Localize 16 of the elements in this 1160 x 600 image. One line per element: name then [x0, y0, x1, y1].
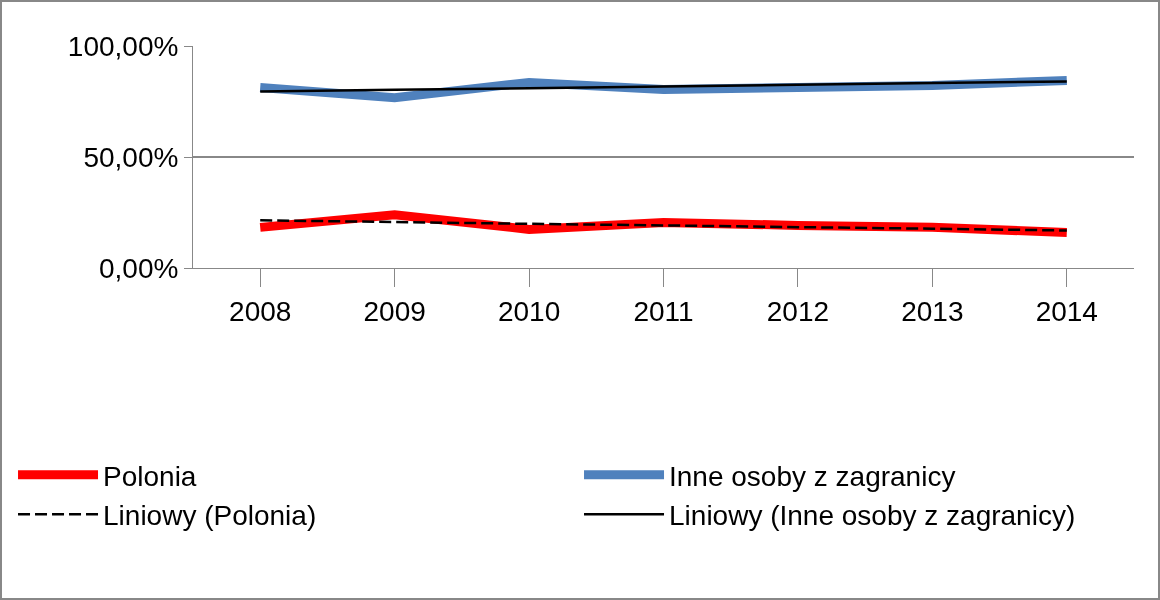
- line-series: [258, 80, 1069, 93]
- x-tick-label: 2014: [1035, 295, 1098, 327]
- line-series: [258, 219, 1069, 232]
- x-tick-label: 2009: [363, 295, 426, 327]
- y-tick-label: 100,00%: [67, 30, 179, 62]
- legend-label: Inne osoby z zagranicy: [669, 460, 956, 492]
- x-tick-label: 2010: [497, 295, 561, 327]
- y-tick-label: 50,00%: [83, 141, 179, 173]
- legend-label: Liniowy (Polonia): [103, 500, 317, 532]
- x-tick-label: 2013: [901, 295, 964, 327]
- y-tick-label: 0,00%: [98, 252, 179, 284]
- legend-label: Liniowy (Inne osoby z zagranicy): [669, 500, 1076, 532]
- x-tick-label: 2011: [633, 295, 694, 327]
- x-tick-label: 2008: [229, 295, 292, 327]
- legend-label: Polonia: [103, 460, 197, 492]
- x-tick-label: 2012: [766, 295, 830, 327]
